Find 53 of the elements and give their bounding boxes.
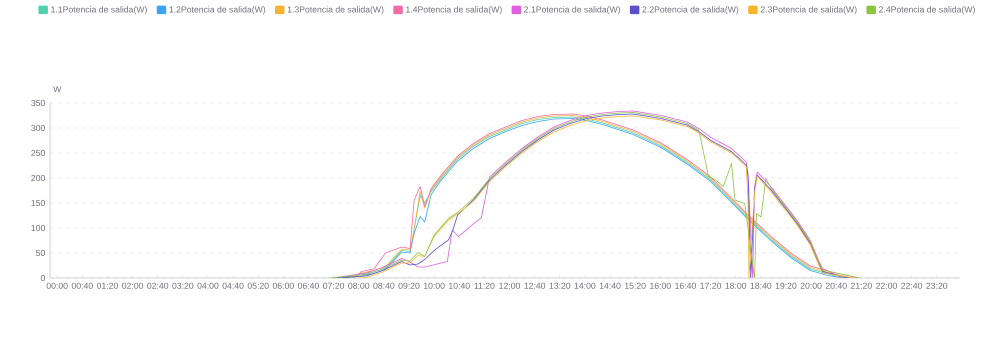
x-tick-label: 00:40 [72, 282, 93, 289]
legend-label: 2.3Potencia de salida(W) [760, 6, 857, 14]
x-tick-label: 12:00 [499, 282, 520, 289]
y-tick-label: 100 [32, 224, 45, 232]
x-tick-label: 10:40 [449, 282, 470, 289]
legend-label: 2.2Potencia de salida(W) [642, 6, 738, 14]
x-tick-label: 02:40 [147, 282, 168, 289]
legend-label: 1.4Potencia de salida(W) [406, 6, 502, 14]
x-tick-label: 19:20 [776, 282, 796, 289]
x-tick-label: 18:40 [750, 282, 772, 289]
y-axis-title: W [53, 86, 62, 92]
x-tick-label: 07:20 [323, 282, 344, 289]
x-tick-label: 08:40 [373, 282, 394, 289]
x-tick-label: 22:00 [876, 282, 897, 289]
legend-label: 1.3Potencia de salida(W) [288, 6, 384, 14]
x-tick-label: 05:20 [248, 282, 269, 289]
x-tick-label: 20:40 [826, 282, 847, 289]
x-tick-label: 06:00 [272, 282, 294, 289]
x-tick-label: 16:00 [650, 282, 671, 289]
x-tick-label: 20:00 [800, 282, 822, 289]
x-tick-label: 04:00 [197, 282, 218, 289]
x-tick-label: 03:20 [172, 282, 194, 289]
x-tick-label: 21:20 [850, 282, 872, 289]
x-tick-label: 12:40 [524, 282, 546, 289]
y-tick-label: 350 [31, 100, 45, 106]
legend-label: 2.1Potencia de salida(W) [524, 6, 620, 14]
x-tick-label: 22:40 [901, 282, 922, 289]
x-tick-label: 16:40 [675, 282, 696, 289]
x-tick-label: 04:40 [222, 282, 244, 289]
y-tick-label: 0 [40, 274, 45, 282]
y-tick-label: 300 [31, 124, 45, 132]
y-tick-label: 250 [31, 150, 45, 156]
x-tick-label: 11:20 [474, 282, 495, 289]
legend-label: 2.4Potencia de salida(W) [879, 6, 975, 14]
x-tick-label: 09:20 [398, 282, 420, 289]
x-tick-label: 14:40 [600, 282, 621, 289]
legend-label: 1.1Potencia de salida(W) [51, 6, 147, 14]
legend-label: 1.2Potencia de salida(W) [170, 6, 266, 14]
x-tick-label: 18:00 [726, 282, 746, 289]
x-tick-label: 00:00 [46, 282, 68, 289]
x-tick-label: 14:00 [574, 282, 596, 289]
y-tick-label: 50 [36, 250, 45, 256]
x-tick-label: 02:00 [122, 282, 144, 289]
x-tick-label: 01:20 [96, 282, 118, 289]
x-tick-label: 17:20 [700, 282, 722, 289]
x-tick-label: 06:40 [298, 282, 319, 289]
x-tick-label: 15:20 [625, 282, 646, 289]
x-tick-label: 08:00 [348, 282, 370, 289]
x-tick-label: 10:00 [424, 282, 445, 289]
x-tick-label: 13:20 [550, 282, 570, 289]
y-tick-label: 200 [31, 174, 45, 182]
x-tick-label: 23:20 [926, 282, 948, 289]
y-tick-label: 150 [32, 200, 45, 206]
